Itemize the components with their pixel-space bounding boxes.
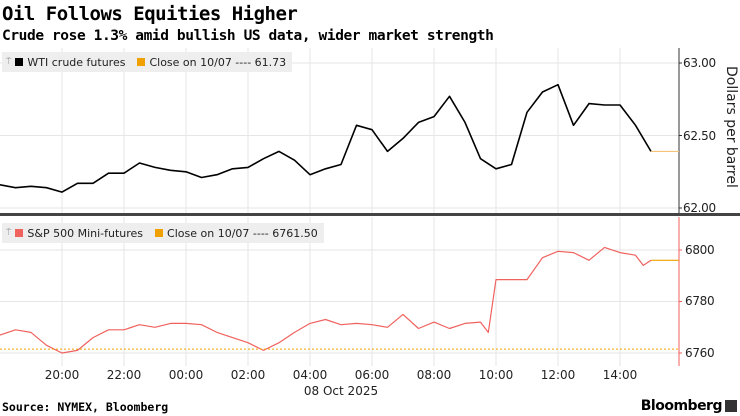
pin-icon: ⍑ <box>6 57 12 67</box>
chart-title: Oil Follows Equities Higher <box>2 3 298 25</box>
wti-ytick: 62.00 <box>683 201 716 215</box>
pin-icon: ⍑ <box>6 228 12 238</box>
close-swatch <box>155 229 164 237</box>
wti-ytick: 62.50 <box>683 129 716 143</box>
source-note: Source: NYMEX, Bloomberg <box>2 400 169 414</box>
x-tick-label: 00:00 <box>168 368 204 382</box>
wti-line <box>0 83 652 193</box>
panel-divider <box>0 213 740 216</box>
bloomberg-logo: Bloomberg <box>640 398 723 414</box>
x-tick-label: 22:00 <box>106 368 142 382</box>
spx-ytick: 6760 <box>685 346 715 360</box>
chart-subtitle: Crude rose 1.3% amid bullish US data, wi… <box>2 28 494 44</box>
spx-line <box>0 246 652 354</box>
x-date-label: 08 Oct 2025 <box>303 384 379 398</box>
spx-swatch <box>15 229 24 237</box>
x-tick-label: 06:00 <box>354 368 390 382</box>
spx-legend-label: S&P 500 Mini-futures <box>27 226 144 240</box>
spx-legend: ⍑ S&P 500 Mini-futures Close on 10/07 --… <box>2 223 324 243</box>
close-swatch <box>137 58 146 66</box>
x-tick-label: 10:00 <box>478 368 514 382</box>
wti-legend: ⍑ WTI crude futures Close on 10/07 ---- … <box>2 52 293 72</box>
spx-close-label: Close on 10/07 ---- 6761.50 <box>167 226 318 240</box>
x-tick-label: 12:00 <box>540 368 576 382</box>
x-tick-label: 08:00 <box>416 368 452 382</box>
bloomberg-terminal-icon <box>725 400 737 412</box>
wti-legend-label: WTI crude futures <box>27 55 126 69</box>
x-tick-label: 20:00 <box>44 368 80 382</box>
x-tick-label: 02:00 <box>230 368 266 382</box>
wti-swatch <box>15 58 24 66</box>
x-tick-label: 14:00 <box>602 368 638 382</box>
wti-ylabel: Dollars per barrel <box>723 66 739 188</box>
wti-ytick: 63.00 <box>683 56 716 70</box>
spx-ytick: 6780 <box>685 294 715 308</box>
spx-ytick: 6800 <box>685 243 715 257</box>
x-tick-label: 04:00 <box>292 368 328 382</box>
wti-close-label: Close on 10/07 ---- 61.73 <box>149 55 287 69</box>
